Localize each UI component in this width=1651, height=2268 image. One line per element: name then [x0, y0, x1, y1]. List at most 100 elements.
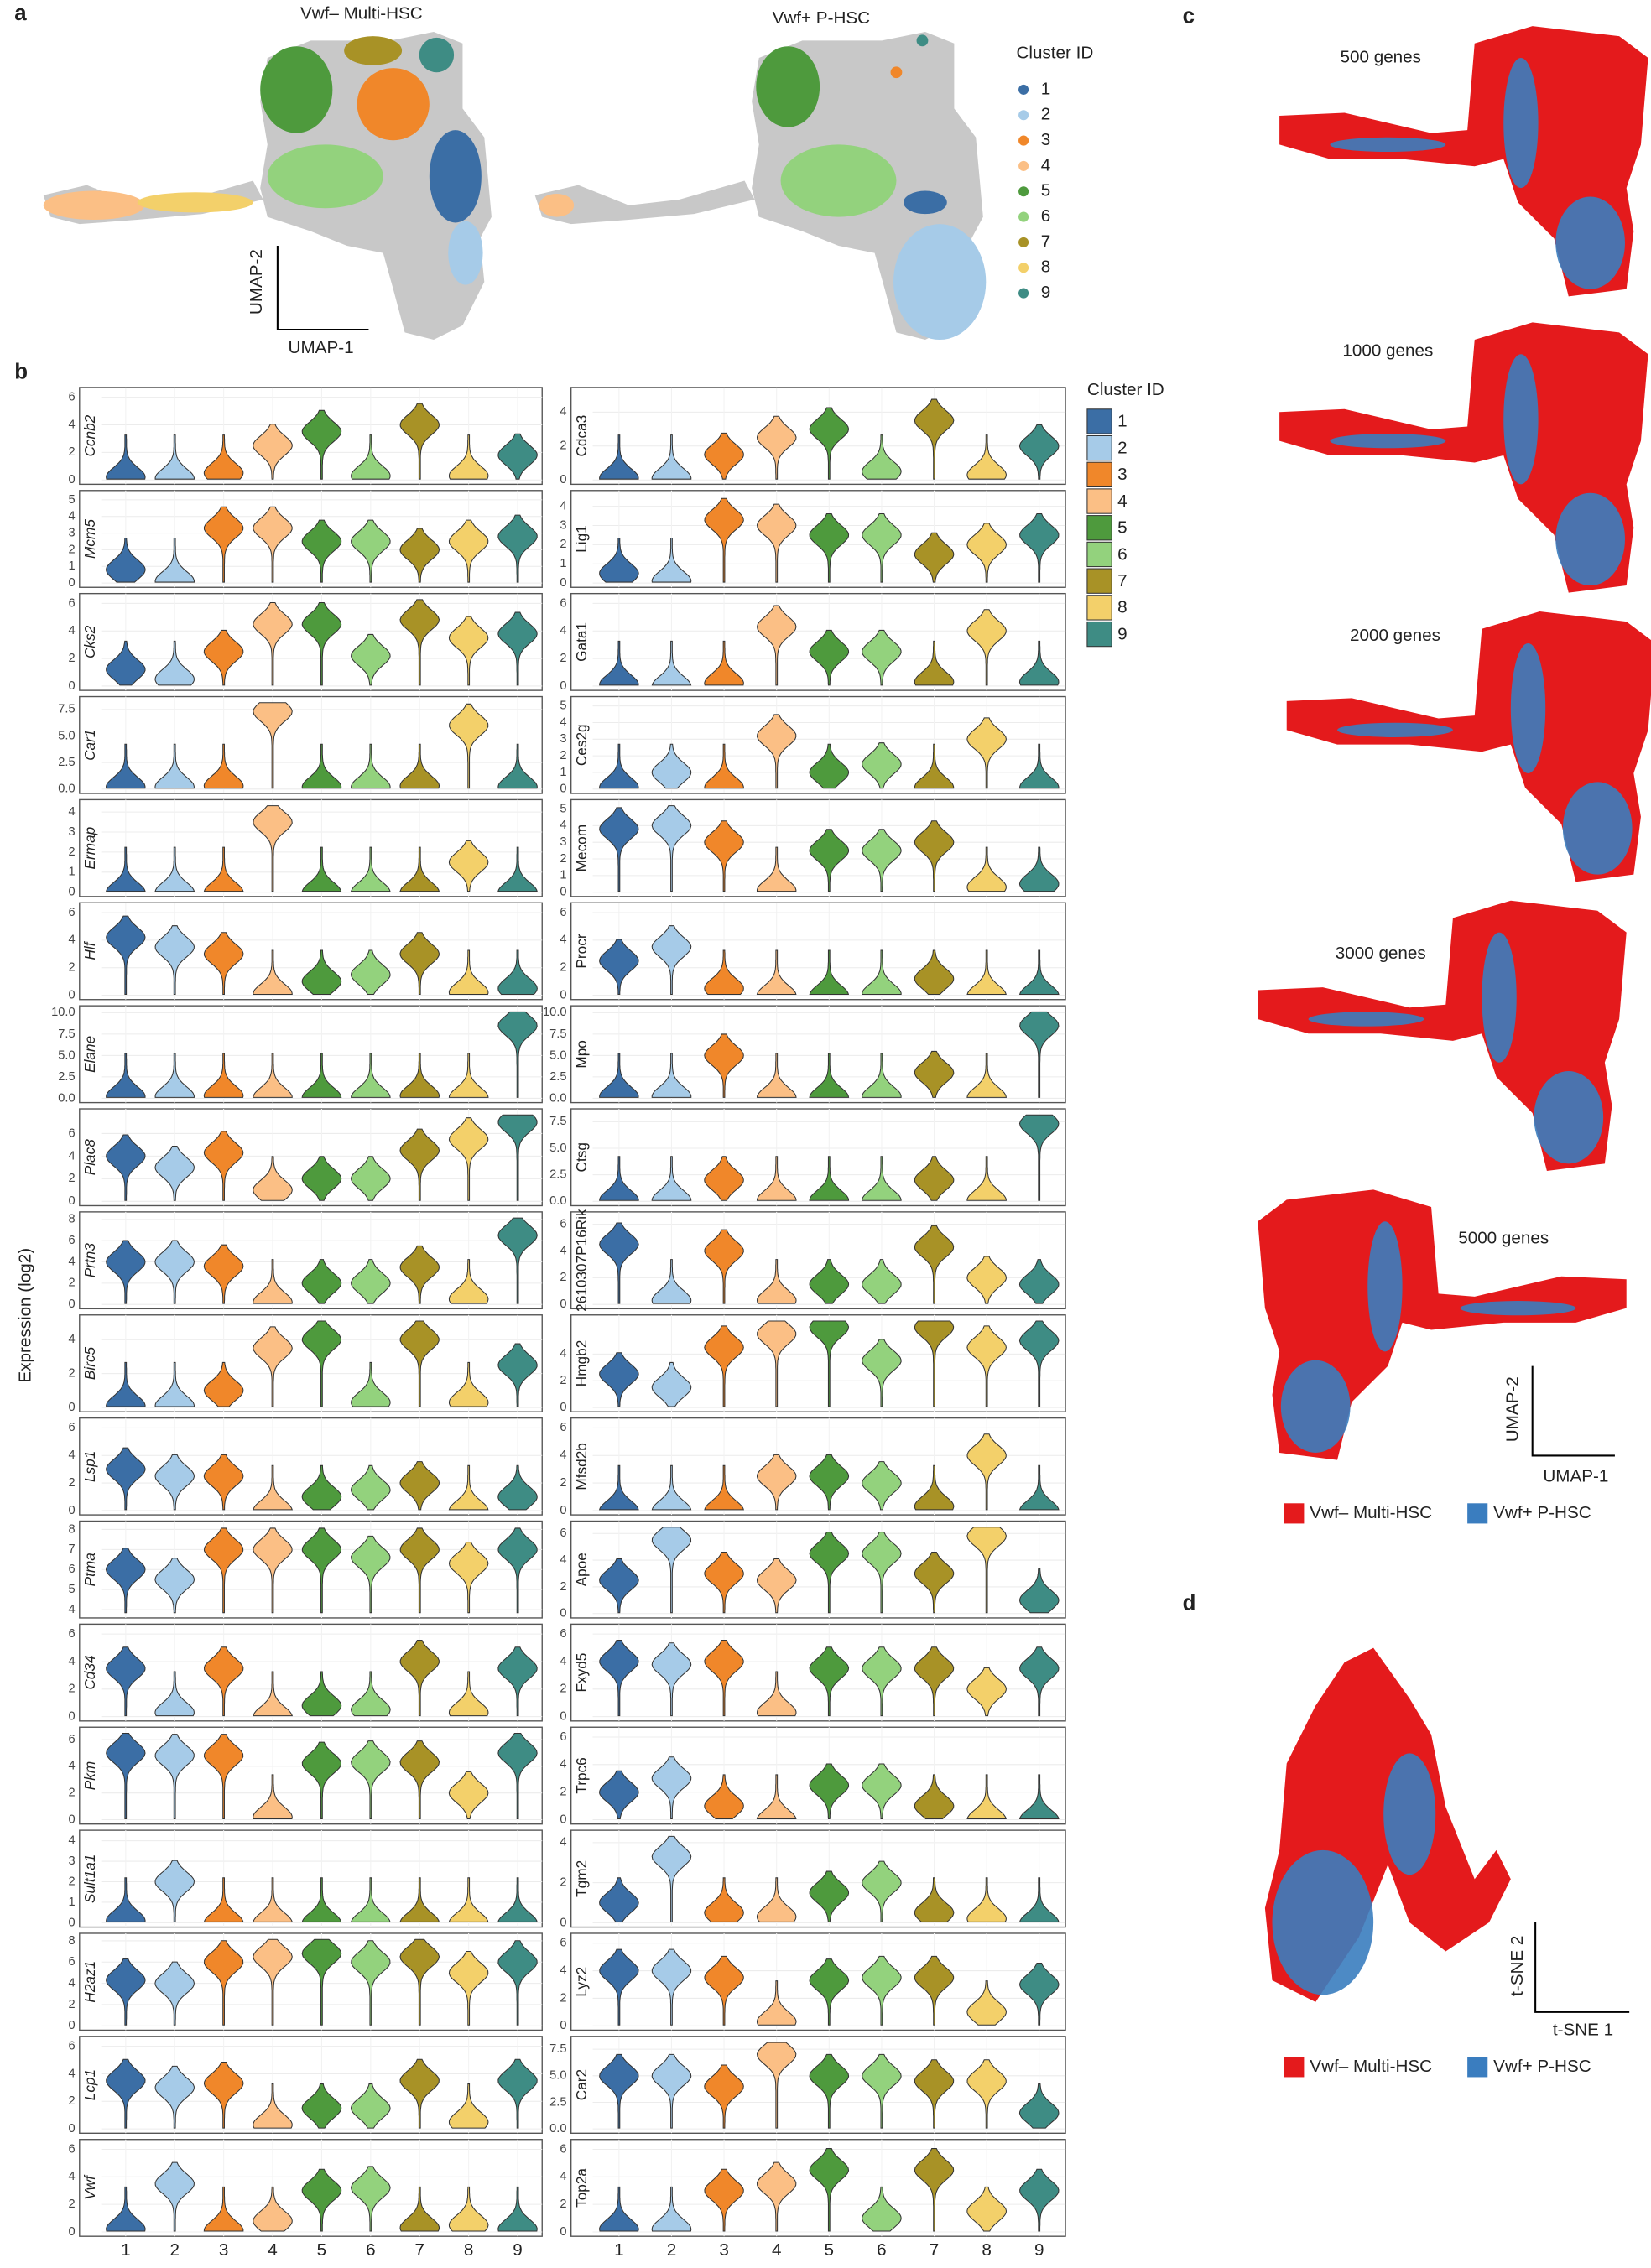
- violin: [203, 629, 244, 686]
- violin: [966, 717, 1007, 789]
- violin: [966, 1980, 1007, 2026]
- legend-title: Cluster ID: [1016, 43, 1093, 62]
- violin: [351, 1940, 391, 2026]
- violin: [914, 1156, 955, 1201]
- y-tick-label: 1: [68, 559, 75, 573]
- violin: [862, 1860, 902, 1922]
- gene-label: Ctsg: [573, 1142, 590, 1172]
- violin: [966, 2186, 1007, 2232]
- gene-label: Lyz2: [573, 1967, 590, 1997]
- y-tick-label: 0: [560, 1607, 566, 1620]
- y-tick-label: 3: [68, 526, 75, 539]
- y-tick-label: 0: [68, 1813, 75, 1826]
- y-tick-label: 6: [68, 1627, 75, 1641]
- y-tick-label: 7.5: [549, 1027, 566, 1041]
- violin: [497, 514, 538, 583]
- violin: [399, 1053, 440, 1098]
- violin: [253, 1053, 293, 1098]
- y-tick-label: 6: [68, 1955, 75, 1969]
- y-tick-label: 6: [68, 2142, 75, 2156]
- axis-label: UMAP-1: [289, 338, 354, 357]
- legend-label: Vwf– Multi-HSC: [1310, 1503, 1432, 1522]
- violin: [497, 433, 538, 480]
- violin: [651, 743, 692, 789]
- legend-marker: [1018, 288, 1029, 299]
- violin: [154, 743, 195, 789]
- violin: [598, 1464, 639, 1511]
- violin: [599, 1352, 639, 1407]
- violin: [448, 949, 489, 996]
- legend-label: 4: [1117, 492, 1128, 511]
- gene-count-label: 3000 genes: [1336, 944, 1426, 963]
- violin: [809, 1259, 850, 1304]
- violin: [1019, 1568, 1060, 1614]
- violin: [966, 1325, 1007, 1407]
- violin: [914, 1225, 955, 1304]
- gene-label: Vwf: [81, 2174, 98, 2200]
- violin: [1018, 1877, 1060, 1922]
- violin: [1018, 2083, 1060, 2129]
- violin: [253, 424, 293, 480]
- violin: [1019, 1962, 1060, 2026]
- violin: [756, 503, 797, 583]
- y-tick-label: 8: [68, 1522, 75, 1536]
- y-tick-label: 5: [560, 700, 566, 713]
- y-tick-label: 6: [68, 906, 75, 919]
- y-tick-label: 2: [68, 1277, 75, 1290]
- y-tick-label: 5.0: [549, 1048, 566, 1062]
- y-tick-label: 4: [68, 2067, 75, 2080]
- violin: [757, 1320, 797, 1407]
- violin: [154, 1961, 195, 2026]
- panel-label: d: [1183, 1592, 1196, 1615]
- violin: [809, 629, 850, 686]
- violin: [599, 434, 639, 480]
- violin: [350, 1877, 391, 1922]
- violin: [253, 1326, 293, 1407]
- y-tick-label: 2.5: [549, 2095, 566, 2109]
- y-tick-label: 2: [68, 652, 75, 665]
- violin: [966, 1053, 1008, 1098]
- umap-cloud: [534, 31, 987, 341]
- y-tick-label: 4: [560, 819, 566, 832]
- violin: [497, 1732, 538, 1820]
- violin: [599, 1156, 639, 1201]
- y-tick-label: 5.0: [58, 1048, 75, 1062]
- legend-swatch: [1086, 621, 1112, 648]
- violin: [809, 743, 850, 789]
- violin: [154, 1240, 195, 1304]
- violin: [862, 1259, 902, 1304]
- y-tick-label: 5: [68, 493, 75, 507]
- violin: [253, 1671, 294, 1717]
- y-tick-label: 4: [68, 1603, 75, 1616]
- violin: [497, 1527, 538, 1614]
- y-tick-label: 6: [68, 1733, 75, 1746]
- y-tick-label: 4: [560, 934, 566, 947]
- y-tick-label: 4: [560, 1244, 566, 1257]
- violin: [756, 605, 797, 686]
- violin: [253, 506, 293, 583]
- y-tick-label: 4: [68, 2170, 75, 2183]
- violin: [914, 1464, 955, 1511]
- gene-label: Mecom: [573, 824, 590, 871]
- violin: [809, 1454, 850, 1511]
- gene-label: Car2: [573, 2069, 590, 2100]
- axis-label: UMAP-1: [1543, 1467, 1608, 1486]
- y-tick-label: 6: [560, 1421, 566, 1434]
- y-tick-label: 8: [68, 1213, 75, 1226]
- y-tick-label: 4: [68, 1976, 75, 1990]
- violin: [106, 537, 146, 583]
- violin: [862, 1955, 902, 2026]
- y-tick-label: 0: [560, 2019, 566, 2032]
- y-tick-label: 5: [68, 1583, 75, 1596]
- y-tick-label: 8: [68, 1934, 75, 1948]
- y-tick-label: 2: [68, 1998, 75, 2011]
- y-tick-label: 0: [68, 1710, 75, 1724]
- legend-label: 2: [1117, 438, 1128, 457]
- legend-swatch: [1086, 488, 1112, 514]
- violin: [497, 743, 538, 789]
- gene-label: Hmgb2: [573, 1340, 590, 1387]
- violin: [704, 1156, 744, 1201]
- violin: [203, 1454, 244, 1511]
- legend-label: Vwf+ P-HSC: [1493, 1503, 1591, 1522]
- panel-label: b: [14, 361, 28, 384]
